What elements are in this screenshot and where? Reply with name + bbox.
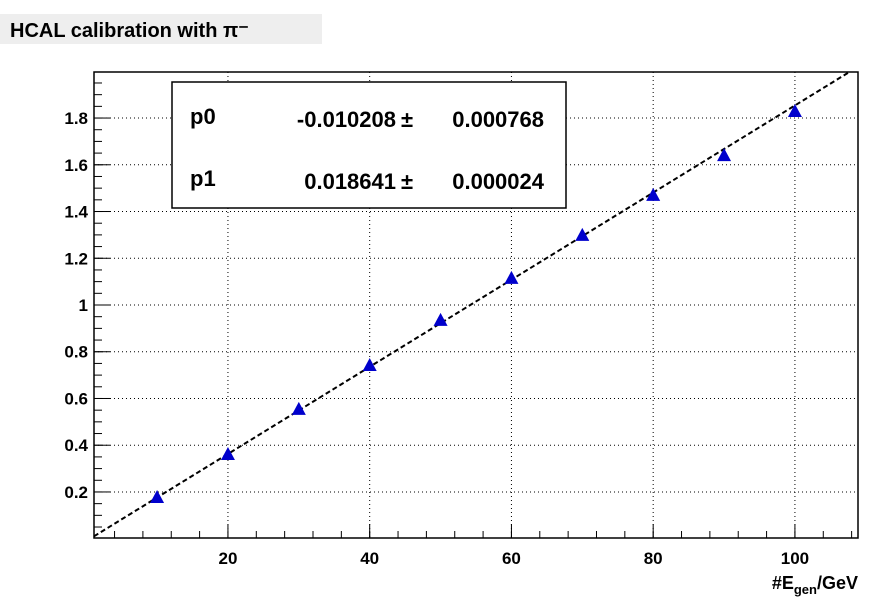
- y-tick-label: 0.2: [64, 483, 88, 502]
- x-label-unit: /GeV: [817, 573, 858, 593]
- x-axis-label: #Egen/GeV: [772, 573, 858, 597]
- data-point: [575, 227, 590, 241]
- fit-pm: ±: [401, 169, 413, 194]
- x-label-main: #E: [772, 573, 794, 593]
- data-point: [717, 148, 732, 162]
- y-tick-label: 1.8: [64, 109, 88, 128]
- fit-line: [94, 72, 852, 538]
- fit-param-error: 0.000024: [452, 169, 545, 194]
- fit-param-value: -0.010208: [297, 107, 396, 132]
- fit-param-name: p1: [190, 166, 216, 191]
- data-point: [220, 447, 235, 461]
- x-tick-label: 80: [644, 549, 663, 568]
- plot-frame: [93, 71, 859, 539]
- fit-param-error: 0.000768: [452, 107, 544, 132]
- data-point: [433, 312, 448, 326]
- data-point: [787, 103, 802, 117]
- y-tick-label: 0.6: [64, 389, 88, 408]
- fit-param-value: 0.018641: [304, 169, 396, 194]
- fit-box: [171, 81, 567, 209]
- title-box: [0, 14, 322, 44]
- y-tick-label: 0.8: [64, 343, 88, 362]
- y-tick-label: 1: [79, 296, 88, 315]
- data-point: [646, 187, 661, 201]
- y-tick-label: 1.4: [64, 203, 88, 222]
- y-tick-label: 0.4: [64, 436, 88, 455]
- data-point: [504, 270, 519, 284]
- x-label-sub: gen: [794, 582, 817, 597]
- y-tick-label: 1.6: [64, 156, 88, 175]
- data-point: [150, 490, 165, 504]
- data-point: [362, 357, 377, 371]
- x-tick-label: 40: [360, 549, 379, 568]
- chart-title: HCAL calibration with π⁻: [10, 20, 249, 42]
- fit-param-name: p0: [190, 104, 216, 129]
- x-tick-label: 60: [502, 549, 521, 568]
- y-tick-label: 1.2: [64, 249, 88, 268]
- x-tick-label: 100: [781, 549, 809, 568]
- data-point: [291, 401, 306, 415]
- x-tick-label: 20: [218, 549, 237, 568]
- fit-pm: ±: [401, 107, 413, 132]
